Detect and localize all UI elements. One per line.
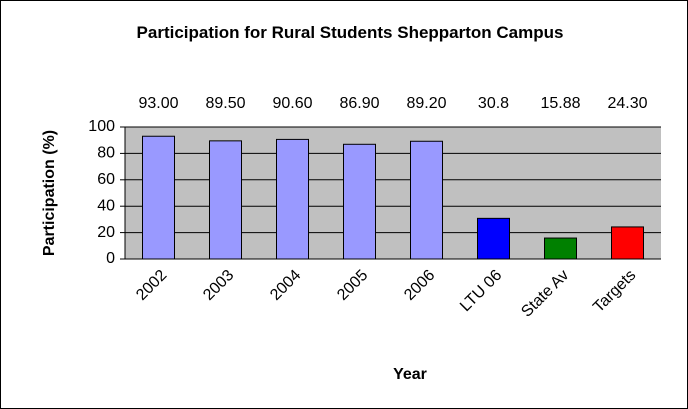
value-label: 90.60 [272, 95, 312, 112]
value-label: 24.30 [607, 95, 647, 112]
value-label: 30.8 [478, 95, 509, 112]
value-label: 86.90 [339, 95, 379, 112]
bar [410, 140, 443, 260]
y-axis-label: Participation (%) [41, 130, 58, 256]
bar [142, 135, 175, 260]
value-label: 15.88 [540, 95, 580, 112]
y-tick-label: 80 [97, 145, 115, 162]
bar [276, 138, 309, 260]
bar [611, 226, 644, 260]
y-tick-label: 0 [106, 250, 115, 267]
value-label: 89.20 [406, 95, 446, 112]
x-axis-label: Year [393, 366, 427, 383]
bar [343, 143, 376, 260]
y-tick-label: 60 [97, 171, 115, 188]
bar [544, 237, 577, 260]
y-tick-label: 40 [97, 197, 115, 214]
y-tick-label: 100 [88, 118, 115, 135]
chart-title: Participation for Rural Students Sheppar… [136, 23, 564, 42]
bar [209, 140, 242, 260]
value-label: 89.50 [205, 95, 245, 112]
bar [477, 217, 510, 260]
plot-area [125, 127, 661, 259]
value-label: 93.00 [138, 95, 178, 112]
y-tick-label: 20 [97, 224, 115, 241]
